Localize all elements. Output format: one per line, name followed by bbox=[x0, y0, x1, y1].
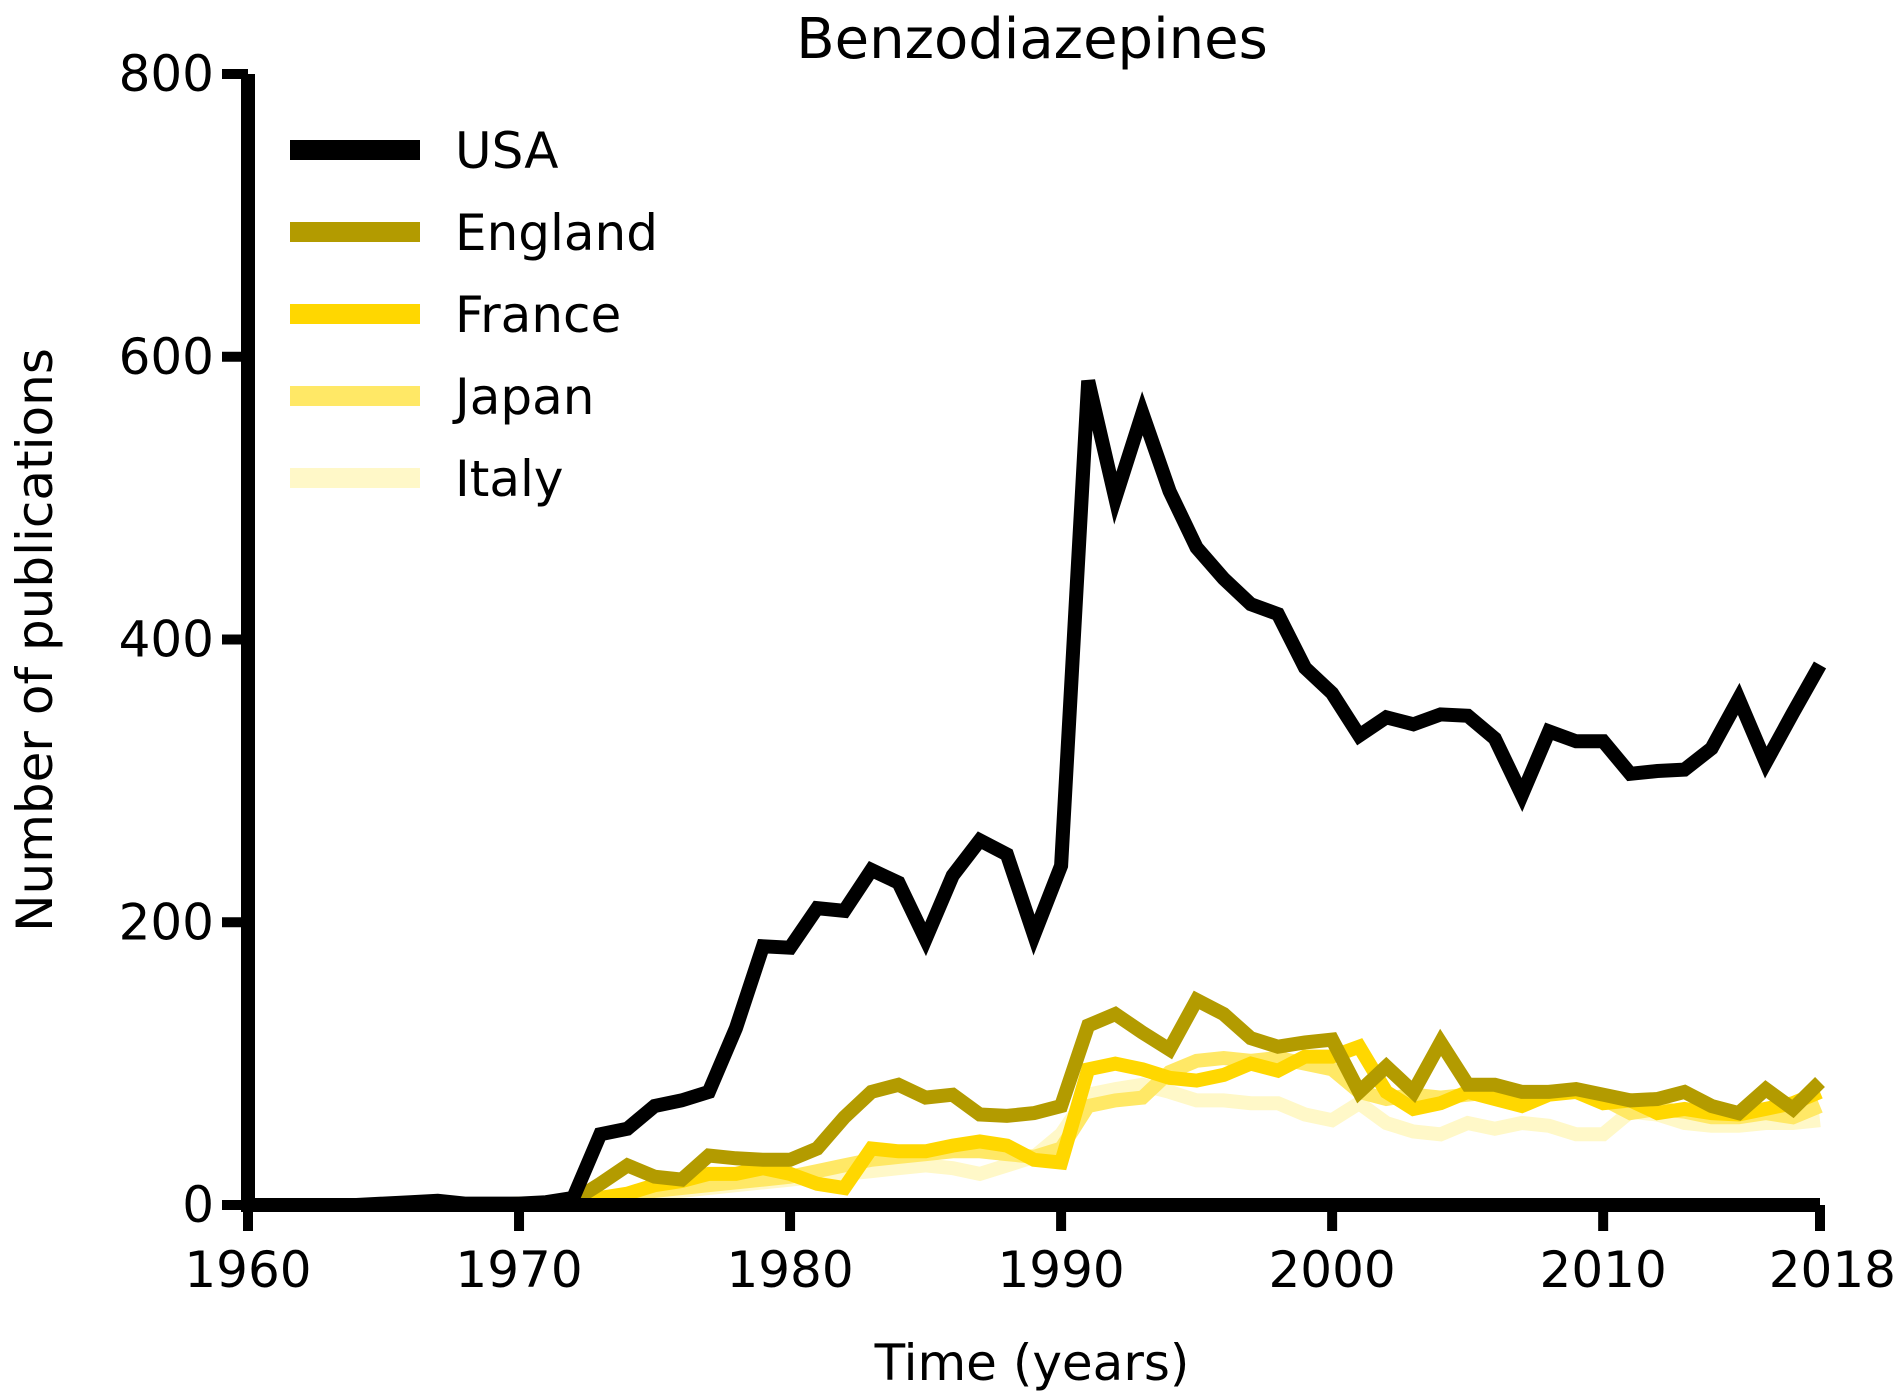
legend: USA England France Japan Italy bbox=[290, 122, 658, 508]
y-tick-label: 600 bbox=[119, 328, 214, 386]
x-axis-title: Time (years) bbox=[874, 1334, 1190, 1392]
y-axis-title: Number of publications bbox=[6, 348, 64, 932]
x-tick-label: 2010 bbox=[1540, 1241, 1667, 1299]
x-tick-label: 1980 bbox=[726, 1241, 853, 1299]
y-tick-label: 0 bbox=[182, 1176, 214, 1234]
x-tick-label: 2018 bbox=[1769, 1241, 1896, 1299]
x-tick-label: 1960 bbox=[184, 1241, 311, 1299]
chart-title: Benzodiazepines bbox=[796, 7, 1268, 72]
legend-label-italy: Italy bbox=[455, 450, 563, 508]
y-tick-label: 200 bbox=[119, 893, 214, 951]
x-tick-label: 2000 bbox=[1269, 1241, 1396, 1299]
legend-label-france: France bbox=[455, 286, 621, 344]
x-tick-label: 1990 bbox=[997, 1241, 1124, 1299]
legend-label-japan: Japan bbox=[452, 368, 594, 426]
x-tick-label: 1970 bbox=[455, 1241, 582, 1299]
legend-label-england: England bbox=[455, 204, 658, 262]
y-tick-label: 400 bbox=[119, 611, 214, 669]
y-tick-label: 800 bbox=[119, 45, 214, 103]
series-line-france bbox=[248, 1038, 1823, 1212]
axes-layer: 0 200 400 600 800 1960 1970 1980 1990 2000 2010 201… bbox=[119, 45, 1896, 1299]
legend-label-usa: USA bbox=[455, 122, 558, 180]
